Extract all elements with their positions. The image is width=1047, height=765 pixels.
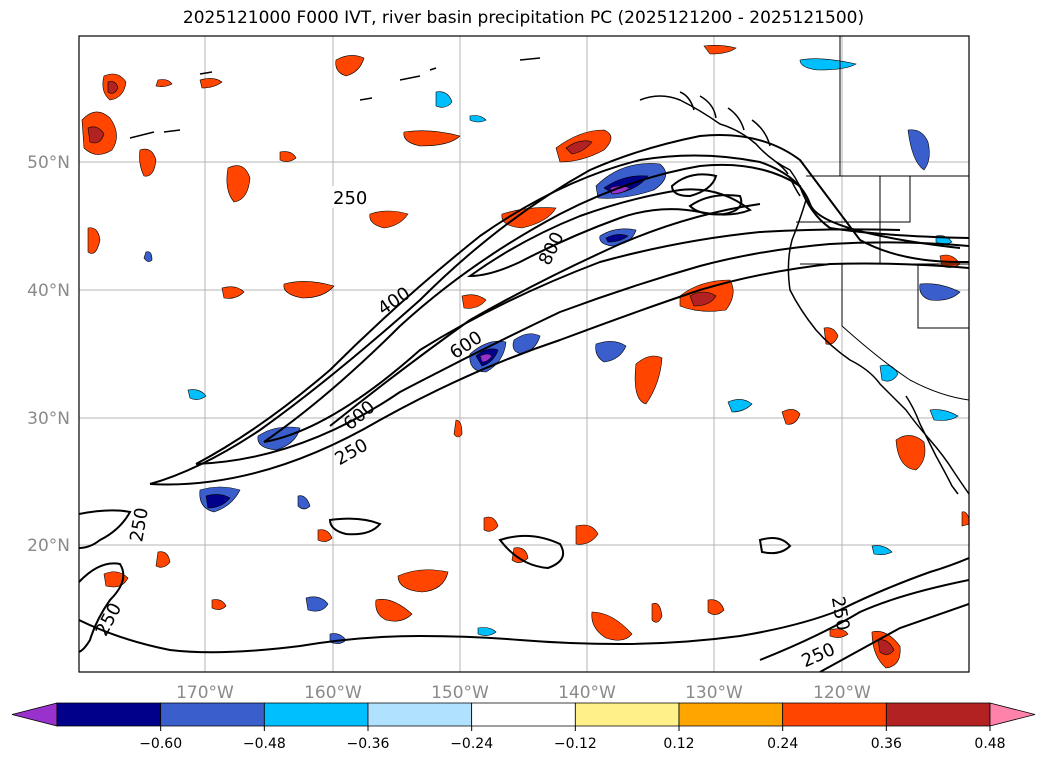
- contour-label-250-a: 250: [333, 188, 367, 209]
- longitude-labels: 170°W 160°W 150°W 140°W 130°W 120°W: [176, 683, 871, 703]
- colorbar-tick-label: 0.36: [871, 736, 902, 752]
- colorbar-tick-label: −0.36: [347, 736, 390, 752]
- colorbar-segment: [574, 702, 680, 727]
- colorbar-tick-label: 0.12: [663, 736, 694, 752]
- colorbar-tick-label: −0.60: [139, 736, 182, 752]
- map-frame: [78, 35, 970, 673]
- lat-label-20n: 20°N: [27, 536, 70, 556]
- lon-label-130w: 130°W: [685, 683, 743, 703]
- colorbar-extend-high: [989, 702, 1036, 727]
- lat-label-40n: 40°N: [27, 281, 70, 301]
- colorbar-tick-label: 0.48: [974, 736, 1005, 752]
- lat-label-50n: 50°N: [27, 153, 70, 173]
- colorbar-segment: [160, 702, 265, 727]
- colorbar-tick-label: −0.12: [554, 736, 597, 752]
- map-title: 2025121000 F000 IVT, river basin precipi…: [182, 8, 865, 28]
- precip-negative-blobs: [143, 58, 961, 644]
- colorbar-tick-label: 0.24: [767, 736, 798, 752]
- colorbar-extend-low: [11, 702, 58, 727]
- lon-label-170w: 170°W: [176, 683, 234, 703]
- colorbar-segment: [782, 702, 887, 727]
- colorbar-segment: [367, 702, 473, 727]
- colorbar-segment: [263, 702, 369, 727]
- latitude-labels: 50°N 40°N 30°N 20°N: [27, 153, 70, 556]
- lon-label-150w: 150°W: [431, 683, 489, 703]
- map-background: [79, 36, 969, 672]
- lat-label-30n: 30°N: [27, 409, 70, 429]
- political-borders: [796, 36, 969, 401]
- colorbar-segment: [885, 702, 991, 727]
- lon-label-120w: 120°W: [813, 683, 871, 703]
- lon-label-140w: 140°W: [558, 683, 616, 703]
- lon-label-160w: 160°W: [304, 683, 362, 703]
- colorbar-segment: [56, 702, 162, 727]
- colorbar-tick-label: −0.24: [450, 736, 493, 752]
- colorbar-tick-label: −0.48: [243, 736, 286, 752]
- colorbar: −0.60 −0.48 −0.36 −0.24 −0.12 0.12 0.24 0.36 0.4…: [11, 702, 1036, 752]
- colorbar-segment: [678, 702, 784, 727]
- colorbar-segment: [471, 702, 576, 727]
- coastline: [129, 57, 969, 495]
